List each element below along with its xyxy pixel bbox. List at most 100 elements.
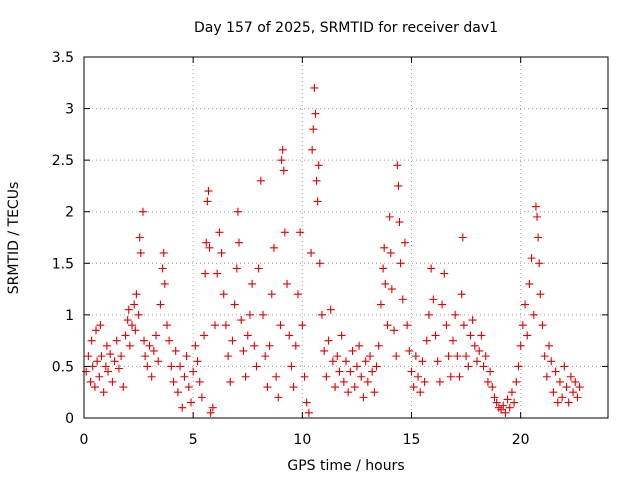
- data-point: [165, 336, 174, 345]
- data-point: [200, 331, 209, 340]
- data-point: [269, 243, 278, 252]
- data-point: [400, 238, 409, 247]
- data-point: [418, 357, 427, 366]
- data-point: [289, 383, 298, 392]
- data-point: [124, 305, 133, 314]
- data-point: [117, 352, 126, 361]
- data-point: [87, 336, 96, 345]
- data-point: [394, 181, 403, 190]
- data-point: [560, 362, 569, 371]
- data-point: [195, 377, 204, 386]
- data-point: [102, 341, 111, 350]
- data-point: [368, 367, 377, 376]
- data-point: [171, 346, 180, 355]
- data-point: [501, 408, 510, 417]
- data-point: [95, 372, 104, 381]
- data-point: [243, 331, 252, 340]
- data-point: [235, 238, 244, 247]
- data-point: [359, 393, 368, 402]
- data-point: [380, 243, 389, 252]
- data-point: [159, 248, 168, 257]
- y-tick-label: 1: [65, 308, 74, 324]
- data-point: [344, 388, 353, 397]
- data-point: [250, 341, 259, 350]
- data-point: [477, 331, 486, 340]
- data-point: [328, 357, 337, 366]
- data-point: [84, 352, 93, 361]
- data-point: [291, 341, 300, 350]
- data-point: [357, 372, 366, 381]
- x-tick-label: 10: [293, 432, 311, 448]
- data-point: [562, 383, 571, 392]
- y-tick-label: 3: [65, 102, 74, 118]
- data-point: [566, 372, 575, 381]
- data-point: [132, 290, 141, 299]
- data-point: [86, 377, 95, 386]
- data-point: [333, 352, 342, 361]
- data-point: [538, 321, 547, 330]
- data-point: [152, 331, 161, 340]
- data-point: [492, 398, 501, 407]
- data-point: [310, 83, 319, 92]
- data-point: [314, 161, 323, 170]
- data-point: [110, 357, 119, 366]
- data-point: [114, 364, 123, 373]
- data-point: [497, 405, 506, 414]
- data-point: [307, 248, 316, 257]
- data-point: [206, 408, 215, 417]
- data-point: [313, 197, 322, 206]
- data-point: [414, 372, 423, 381]
- data-point: [433, 357, 442, 366]
- data-point: [458, 233, 467, 242]
- data-point: [575, 383, 584, 392]
- data-point: [140, 336, 149, 345]
- data-point: [475, 346, 484, 355]
- data-point: [154, 357, 163, 366]
- data-point: [173, 388, 182, 397]
- data-point: [558, 393, 567, 402]
- data-point: [448, 336, 457, 345]
- data-point: [315, 259, 324, 268]
- data-point: [396, 259, 405, 268]
- data-point: [121, 331, 130, 340]
- data-point: [279, 166, 288, 175]
- data-point: [326, 305, 335, 314]
- data-point: [571, 377, 580, 386]
- data-point: [160, 279, 169, 288]
- data-point: [202, 238, 211, 247]
- data-point: [93, 357, 102, 366]
- data-point: [239, 346, 248, 355]
- data-point: [444, 352, 453, 361]
- data-point: [446, 372, 455, 381]
- data-point: [265, 341, 274, 350]
- data-point: [136, 248, 145, 257]
- data-point: [516, 341, 525, 350]
- data-point: [248, 279, 257, 288]
- data-point: [237, 316, 246, 325]
- data-point: [106, 350, 115, 359]
- data-point: [547, 357, 556, 366]
- y-tick-label: 2.5: [52, 153, 74, 169]
- data-point: [529, 310, 538, 319]
- data-point: [403, 321, 412, 330]
- data-point: [392, 352, 401, 361]
- data-point: [256, 176, 265, 185]
- y-tick-label: 1.5: [52, 256, 74, 272]
- data-point: [457, 290, 466, 299]
- data-point: [385, 212, 394, 221]
- data-point: [311, 109, 320, 118]
- data-point: [125, 341, 134, 350]
- data-point: [180, 372, 189, 381]
- y-tick-label: 2: [65, 205, 74, 221]
- data-point: [167, 362, 176, 371]
- data-point: [184, 383, 193, 392]
- data-point: [197, 393, 206, 402]
- data-point: [481, 352, 490, 361]
- data-point: [131, 326, 140, 335]
- data-point: [317, 310, 326, 319]
- data-point: [573, 393, 582, 402]
- data-point: [169, 377, 178, 386]
- data-point: [331, 383, 340, 392]
- data-point: [283, 279, 292, 288]
